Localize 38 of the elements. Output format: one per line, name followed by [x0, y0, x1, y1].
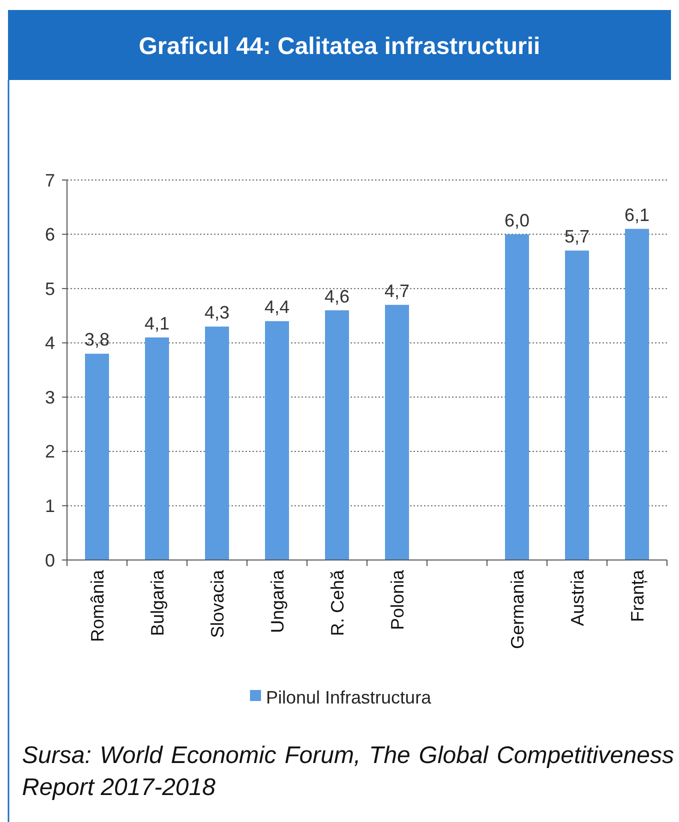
y-tick-label: 3 [44, 387, 55, 408]
y-tick-label: 6 [44, 224, 55, 245]
data-label: 4,4 [264, 297, 290, 318]
bar [265, 321, 289, 560]
data-label: 5,7 [564, 226, 590, 247]
x-tick-label: Germania [507, 569, 528, 650]
bar [625, 228, 649, 560]
y-tick-label: 0 [44, 550, 55, 570]
data-label: 4,3 [204, 302, 230, 323]
y-tick-label: 1 [44, 496, 55, 516]
bar [205, 326, 229, 560]
chart-title: Graficul 44: Calitatea infrastructurii [138, 33, 540, 60]
x-tick-label: Polonia [387, 569, 408, 630]
bar [325, 310, 349, 560]
data-label: 6,1 [624, 204, 650, 225]
x-tick-label: Ungaria [267, 569, 288, 634]
x-tick-label: R. Cehă [327, 569, 348, 636]
y-tick-label: 5 [44, 278, 55, 299]
data-label: 6,0 [504, 210, 530, 230]
data-label: 3,8 [84, 330, 110, 350]
x-tick-label: România [87, 569, 108, 642]
legend-label: Pilonul Infrastructura [266, 687, 432, 708]
y-tick-label: 2 [44, 442, 55, 462]
x-tick-label: Franța [627, 569, 648, 622]
y-tick-label: 4 [44, 333, 55, 354]
text: Sursa: World Economic Forum, The Global Competitiveness Report 2017-2018 [22, 741, 674, 803]
data-label: 4,7 [384, 280, 410, 301]
bar [145, 337, 169, 560]
x-tick-label: Bulgaria [147, 569, 168, 636]
bar [85, 354, 109, 560]
bar [385, 304, 409, 560]
data-label: 4,6 [324, 286, 350, 306]
data-label: 4,1 [144, 313, 170, 334]
x-tick-label: Slovacia [207, 569, 228, 638]
bar [565, 250, 589, 560]
y-tick-label: 7 [44, 170, 55, 190]
x-tick-label: Austria [567, 569, 588, 626]
bar [505, 234, 529, 560]
